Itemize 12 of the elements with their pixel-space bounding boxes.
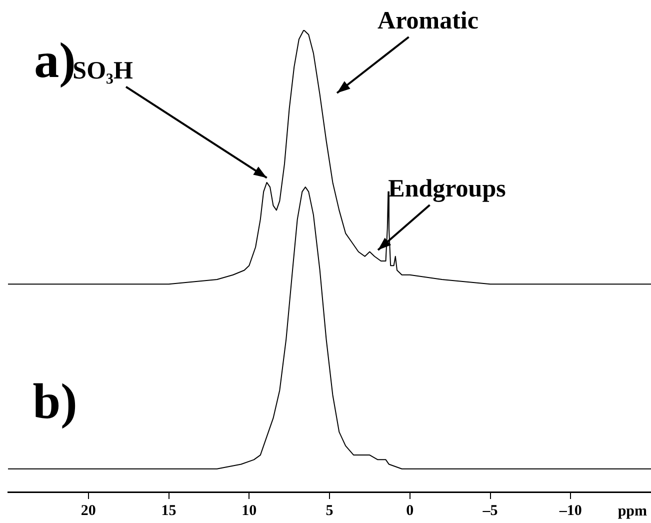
annotation: b) bbox=[32, 372, 78, 429]
x-tick-label: 15 bbox=[161, 502, 176, 519]
annotation: Aromatic bbox=[378, 7, 478, 34]
x-tick-label: –5 bbox=[482, 502, 498, 519]
x-tick-label: 10 bbox=[242, 502, 257, 519]
annotation: Endgroups bbox=[388, 175, 506, 202]
x-tick-label: –10 bbox=[558, 502, 582, 519]
x-axis-title: ppm bbox=[618, 503, 648, 520]
x-tick-label: 5 bbox=[326, 502, 334, 519]
annotation: SO₃H bbox=[72, 57, 134, 84]
x-tick-label: 0 bbox=[406, 502, 414, 519]
x-tick-label: 20 bbox=[80, 502, 96, 519]
